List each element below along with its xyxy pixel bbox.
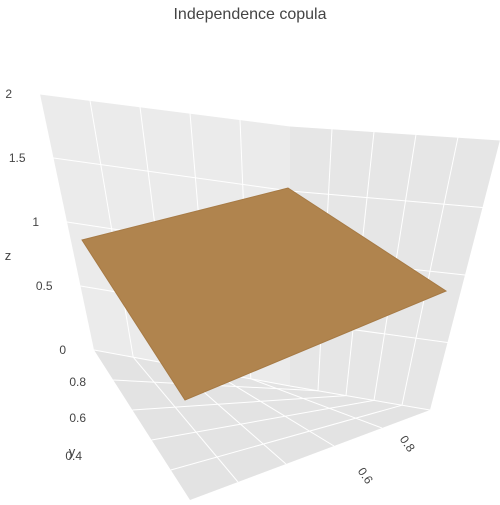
grid-line-z-left: [53, 157, 291, 192]
grid-line-floor-y: [132, 395, 347, 411]
grid-line-z-right: [289, 125, 500, 141]
z-tick-label: 2: [5, 87, 12, 101]
surface-layer: [81, 187, 448, 401]
grid-line-floor-y: [170, 404, 403, 471]
x-tick-label: 0.6: [355, 465, 376, 487]
z-tick-label: 1.5: [9, 151, 26, 165]
x-tick-label: 0.8: [397, 433, 418, 455]
y-tick-label: 0.8: [69, 375, 86, 389]
z-tick-label: 0.5: [36, 279, 53, 293]
grid-line-floor-x: [132, 356, 239, 483]
grid-line-left-vertical: [89, 100, 134, 358]
grid-line-floor-y: [151, 399, 375, 441]
chart-title: Independence copula: [173, 6, 327, 23]
grid-line-z-left: [39, 93, 291, 127]
axis-labels: zy: [5, 248, 76, 459]
y-tick-label: 0.4: [65, 449, 82, 463]
grid-line-right-vertical: [401, 137, 459, 406]
z-axis-label: z: [5, 248, 12, 263]
grid-line-floor-x: [211, 371, 335, 447]
grid-line-z-right: [289, 385, 431, 411]
z-tick-label: 0: [59, 343, 66, 357]
y-axis-label: y: [69, 444, 76, 459]
grid-line-floor-x: [250, 378, 383, 429]
grid-line-z-right: [289, 190, 483, 208]
surface-plane: [81, 187, 448, 401]
y-tick-label: 0.6: [69, 411, 86, 425]
z-tick-label: 1: [32, 215, 39, 229]
